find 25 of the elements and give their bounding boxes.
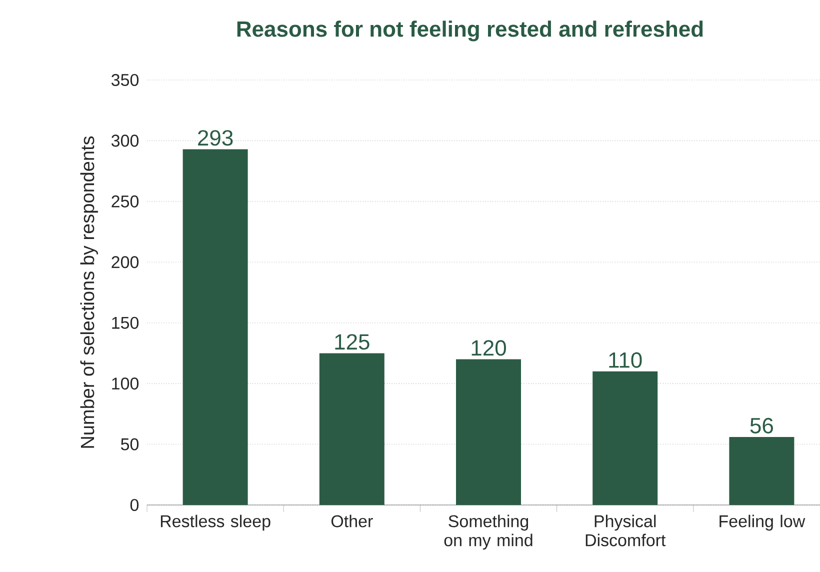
- data-label: 293: [198, 130, 233, 146]
- x-tick-label: Something on my mind: [444, 514, 532, 550]
- data-label: 110: [609, 352, 642, 368]
- y-tick-label: 300: [111, 134, 139, 147]
- x-tick-label: Feeling low: [720, 514, 806, 531]
- y-tick-label: 100: [112, 378, 139, 390]
- x-tick-label: Physical Discomfort: [586, 514, 666, 546]
- data-label: 125: [335, 334, 370, 350]
- y-tick-label: 250: [112, 195, 139, 208]
- x-tick-label: Other: [331, 514, 373, 528]
- bar: [592, 371, 658, 505]
- y-tick-label: 350: [111, 74, 139, 86]
- bar: [456, 359, 521, 505]
- chart-title: Reasons for not feeling rested and refreshed: [237, 20, 703, 42]
- bar: [319, 353, 384, 505]
- bar: [729, 436, 794, 505]
- x-tick-label: Restless sleep: [160, 514, 270, 531]
- data-label: 56: [750, 418, 773, 434]
- y-tick-label: 200: [112, 256, 139, 268]
- y-tick-label: 50: [120, 438, 139, 450]
- y-tick-label: 0: [130, 498, 139, 512]
- y-tick-label: 150: [112, 316, 139, 329]
- data-label: 120: [472, 340, 506, 356]
- y-axis-title: Number of selections by respondents: [80, 136, 98, 448]
- bar: [182, 149, 248, 505]
